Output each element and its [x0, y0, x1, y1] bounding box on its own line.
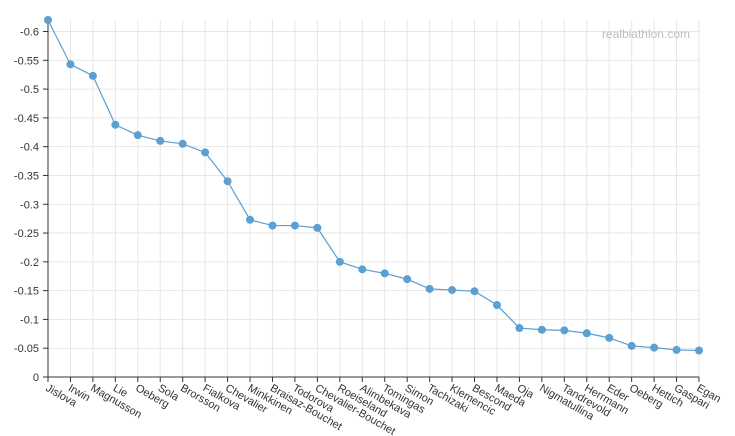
data-point[interactable] — [88, 71, 97, 80]
y-tick-label: -0.45 — [14, 113, 39, 125]
data-point[interactable] — [66, 60, 75, 69]
data-point[interactable] — [627, 341, 636, 350]
data-point[interactable] — [358, 265, 367, 274]
y-tick-label: -0.05 — [14, 343, 39, 355]
data-point[interactable] — [515, 324, 524, 333]
data-point[interactable] — [650, 343, 659, 352]
data-point[interactable] — [605, 333, 614, 342]
data-point[interactable] — [695, 346, 703, 355]
data-point[interactable] — [246, 215, 255, 224]
data-point[interactable] — [672, 345, 681, 354]
data-point[interactable] — [290, 221, 299, 230]
y-tick-label: -0.55 — [14, 55, 39, 67]
data-point[interactable] — [156, 136, 165, 145]
y-tick-label: -0.2 — [20, 257, 39, 269]
data-point[interactable] — [537, 325, 546, 334]
data-point[interactable] — [44, 16, 52, 24]
y-tick-label: -0.3 — [20, 199, 39, 211]
data-point[interactable] — [380, 269, 389, 278]
y-tick-label: 0 — [33, 372, 39, 384]
watermark: realbiathlon.com — [601, 27, 690, 41]
y-tick-label: -0.5 — [20, 84, 39, 96]
y-axis: 0 -0.05 -0.1 -0.15 -0.2 -0.25 -0.3 -0.35 -0.4 -0.… — [14, 20, 49, 384]
y-tick-label: -0.15 — [14, 286, 39, 298]
data-point[interactable] — [178, 139, 187, 148]
y-tick-label: -0.1 — [20, 314, 39, 326]
data-points — [44, 16, 703, 355]
data-point[interactable] — [313, 223, 322, 232]
data-point[interactable] — [268, 221, 277, 230]
data-point[interactable] — [223, 177, 232, 186]
data-point[interactable] — [492, 301, 501, 310]
data-point[interactable] — [335, 257, 344, 266]
data-point[interactable] — [448, 286, 457, 295]
data-point[interactable] — [133, 131, 142, 140]
data-point[interactable] — [425, 284, 434, 293]
data-point[interactable] — [201, 148, 210, 157]
data-point[interactable] — [582, 329, 591, 338]
data-point[interactable] — [403, 275, 412, 284]
horizontal-gridlines — [48, 31, 699, 378]
data-point[interactable] — [560, 326, 569, 335]
y-tick-label: -0.35 — [14, 170, 39, 182]
y-tick-label: -0.25 — [14, 228, 39, 240]
data-point[interactable] — [470, 287, 479, 296]
vertical-gridlines — [47, 20, 700, 377]
y-tick-label: -0.6 — [20, 27, 39, 39]
series-path — [47, 19, 700, 352]
y-tick-label: -0.4 — [20, 142, 39, 154]
data-point[interactable] — [111, 120, 120, 129]
series-line — [47, 19, 700, 352]
